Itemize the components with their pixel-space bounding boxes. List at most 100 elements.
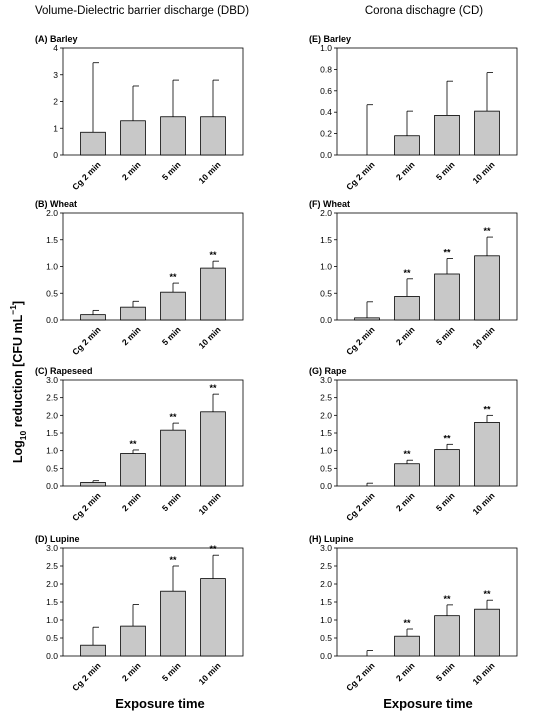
- y-tick-label: 1.0: [320, 446, 332, 456]
- y-tick-label: 0.5: [320, 633, 332, 643]
- plot-frame: [336, 47, 518, 156]
- x-tick-label: 5 min: [434, 160, 457, 183]
- y-tick-label: 1.0: [46, 262, 58, 272]
- x-tick-label: Cg 2 min: [70, 325, 102, 357]
- y-axis-label-reduction: reduction [CFU mL: [11, 314, 25, 430]
- y-tick-label: 2.0: [320, 208, 332, 218]
- chart-panel-6: (F) Wheat 0.0 0.5 1.0 1.5 2.0 Cg 2 min ** 2 min *…: [309, 199, 518, 357]
- y-tick-label: 2.5: [46, 561, 58, 571]
- y-tick-label: 0.5: [46, 288, 58, 298]
- bar: [200, 578, 226, 657]
- bar: [120, 453, 146, 487]
- x-axis-label-left: Exposure time: [115, 696, 205, 711]
- bar: [474, 255, 500, 321]
- x-tick-label: 5 min: [434, 661, 457, 684]
- bar: [200, 411, 226, 487]
- y-tick-label: 0: [53, 150, 58, 160]
- chart-panel-7: (G) Rape 0.0 0.5 1.0 1.5 2.0 2.5 3.0 Cg 2 min ** 2…: [309, 366, 518, 523]
- y-tick-label: 2.0: [46, 579, 58, 589]
- y-tick-label: 1: [53, 123, 58, 133]
- y-axis-label: Log10 reduction [CFU mL−1]: [8, 301, 28, 463]
- y-tick-label: 1.5: [46, 597, 58, 607]
- x-tick-label: 2 min: [120, 160, 143, 183]
- y-tick-label: 2.0: [46, 410, 58, 420]
- significance-label: **: [169, 412, 177, 422]
- chart-panel-2: (B) Wheat 0.0 0.5 1.0 1.5 2.0 Cg 2 min 2 min ** 5…: [35, 199, 244, 357]
- significance-label: **: [209, 383, 217, 393]
- bar: [394, 296, 420, 321]
- bar: [120, 120, 146, 156]
- x-axis-label-right: Exposure time: [383, 696, 473, 711]
- x-tick-label: 5 min: [434, 325, 457, 348]
- x-tick-label: 10 min: [197, 661, 223, 687]
- y-tick-label: 1.0: [320, 615, 332, 625]
- bar: [394, 635, 420, 657]
- x-tick-label: Cg 2 min: [344, 160, 376, 192]
- y-tick-label: 1.5: [46, 428, 58, 438]
- significance-label: **: [169, 272, 177, 282]
- significance-label: **: [443, 433, 451, 443]
- x-tick-label: 10 min: [471, 325, 497, 351]
- x-tick-label: 10 min: [471, 661, 497, 687]
- y-tick-label: 2: [53, 97, 58, 107]
- x-tick-label: Cg 2 min: [70, 491, 102, 523]
- chart-panel-1: (A) Barley 0 1 2 3 4 Cg 2 min 2 min 5 min 10 min: [35, 34, 244, 192]
- chart-panel-3: (C) Rapeseed 0.0 0.5 1.0 1.5 2.0 2.5 3.0 Cg 2 mi…: [35, 366, 244, 523]
- significance-label: **: [443, 247, 451, 257]
- x-tick-label: 2 min: [120, 661, 143, 684]
- right-column-title: Corona dischagre (CD): [365, 5, 483, 17]
- significance-label: **: [209, 250, 217, 260]
- y-tick-label: 0.0: [320, 481, 332, 491]
- x-tick-label: 10 min: [471, 160, 497, 186]
- y-tick-label: 0.0: [320, 651, 332, 661]
- y-tick-label: 0.5: [320, 463, 332, 473]
- panel-title: (D) Lupine: [35, 534, 80, 544]
- y-tick-label: 3.0: [320, 543, 332, 553]
- bar: [160, 291, 186, 321]
- x-tick-label: Cg 2 min: [344, 661, 376, 693]
- bar: [120, 306, 146, 321]
- x-tick-label: 2 min: [120, 325, 143, 348]
- bar: [160, 590, 186, 657]
- y-tick-label: 2.0: [46, 208, 58, 218]
- x-tick-label: 2 min: [394, 325, 417, 348]
- y-tick-label: 1.5: [46, 235, 58, 245]
- bar: [394, 463, 420, 487]
- bar: [474, 608, 500, 657]
- bar: [394, 135, 420, 156]
- y-tick-label: 2.5: [320, 561, 332, 571]
- significance-label: **: [403, 268, 411, 278]
- x-tick-label: 2 min: [394, 661, 417, 684]
- panel-title: (G) Rape: [309, 366, 347, 376]
- x-tick-label: Cg 2 min: [70, 661, 102, 693]
- y-tick-label: 1.5: [320, 428, 332, 438]
- x-tick-label: 2 min: [394, 491, 417, 514]
- y-tick-label: 2.0: [320, 410, 332, 420]
- y-tick-label: 3.0: [46, 375, 58, 385]
- bar: [474, 110, 500, 156]
- significance-label: **: [483, 589, 491, 599]
- bar: [434, 449, 460, 487]
- y-tick-label: 1.0: [320, 43, 332, 53]
- x-tick-label: 5 min: [160, 491, 183, 514]
- significance-label: **: [483, 404, 491, 414]
- x-tick-label: 5 min: [160, 325, 183, 348]
- y-tick-label: 0.5: [46, 633, 58, 643]
- panel-title: (H) Lupine: [309, 534, 354, 544]
- x-tick-label: 10 min: [197, 325, 223, 351]
- x-tick-label: 5 min: [160, 661, 183, 684]
- x-tick-label: 10 min: [197, 160, 223, 186]
- significance-label: **: [483, 226, 491, 236]
- bar: [160, 116, 186, 156]
- bar: [434, 615, 460, 657]
- y-tick-label: 1.0: [320, 262, 332, 272]
- significance-label: **: [209, 544, 217, 554]
- x-tick-label: 10 min: [471, 491, 497, 517]
- chart-panel-8: (H) Lupine 0.0 0.5 1.0 1.5 2.0 2.5 3.0 Cg 2 min *…: [309, 534, 518, 693]
- y-tick-label: 0.0: [320, 150, 332, 160]
- y-tick-label: 0.4: [320, 107, 332, 117]
- y-tick-label: 0.0: [46, 315, 58, 325]
- y-tick-label: 0.0: [46, 481, 58, 491]
- y-tick-label: 3: [53, 70, 58, 80]
